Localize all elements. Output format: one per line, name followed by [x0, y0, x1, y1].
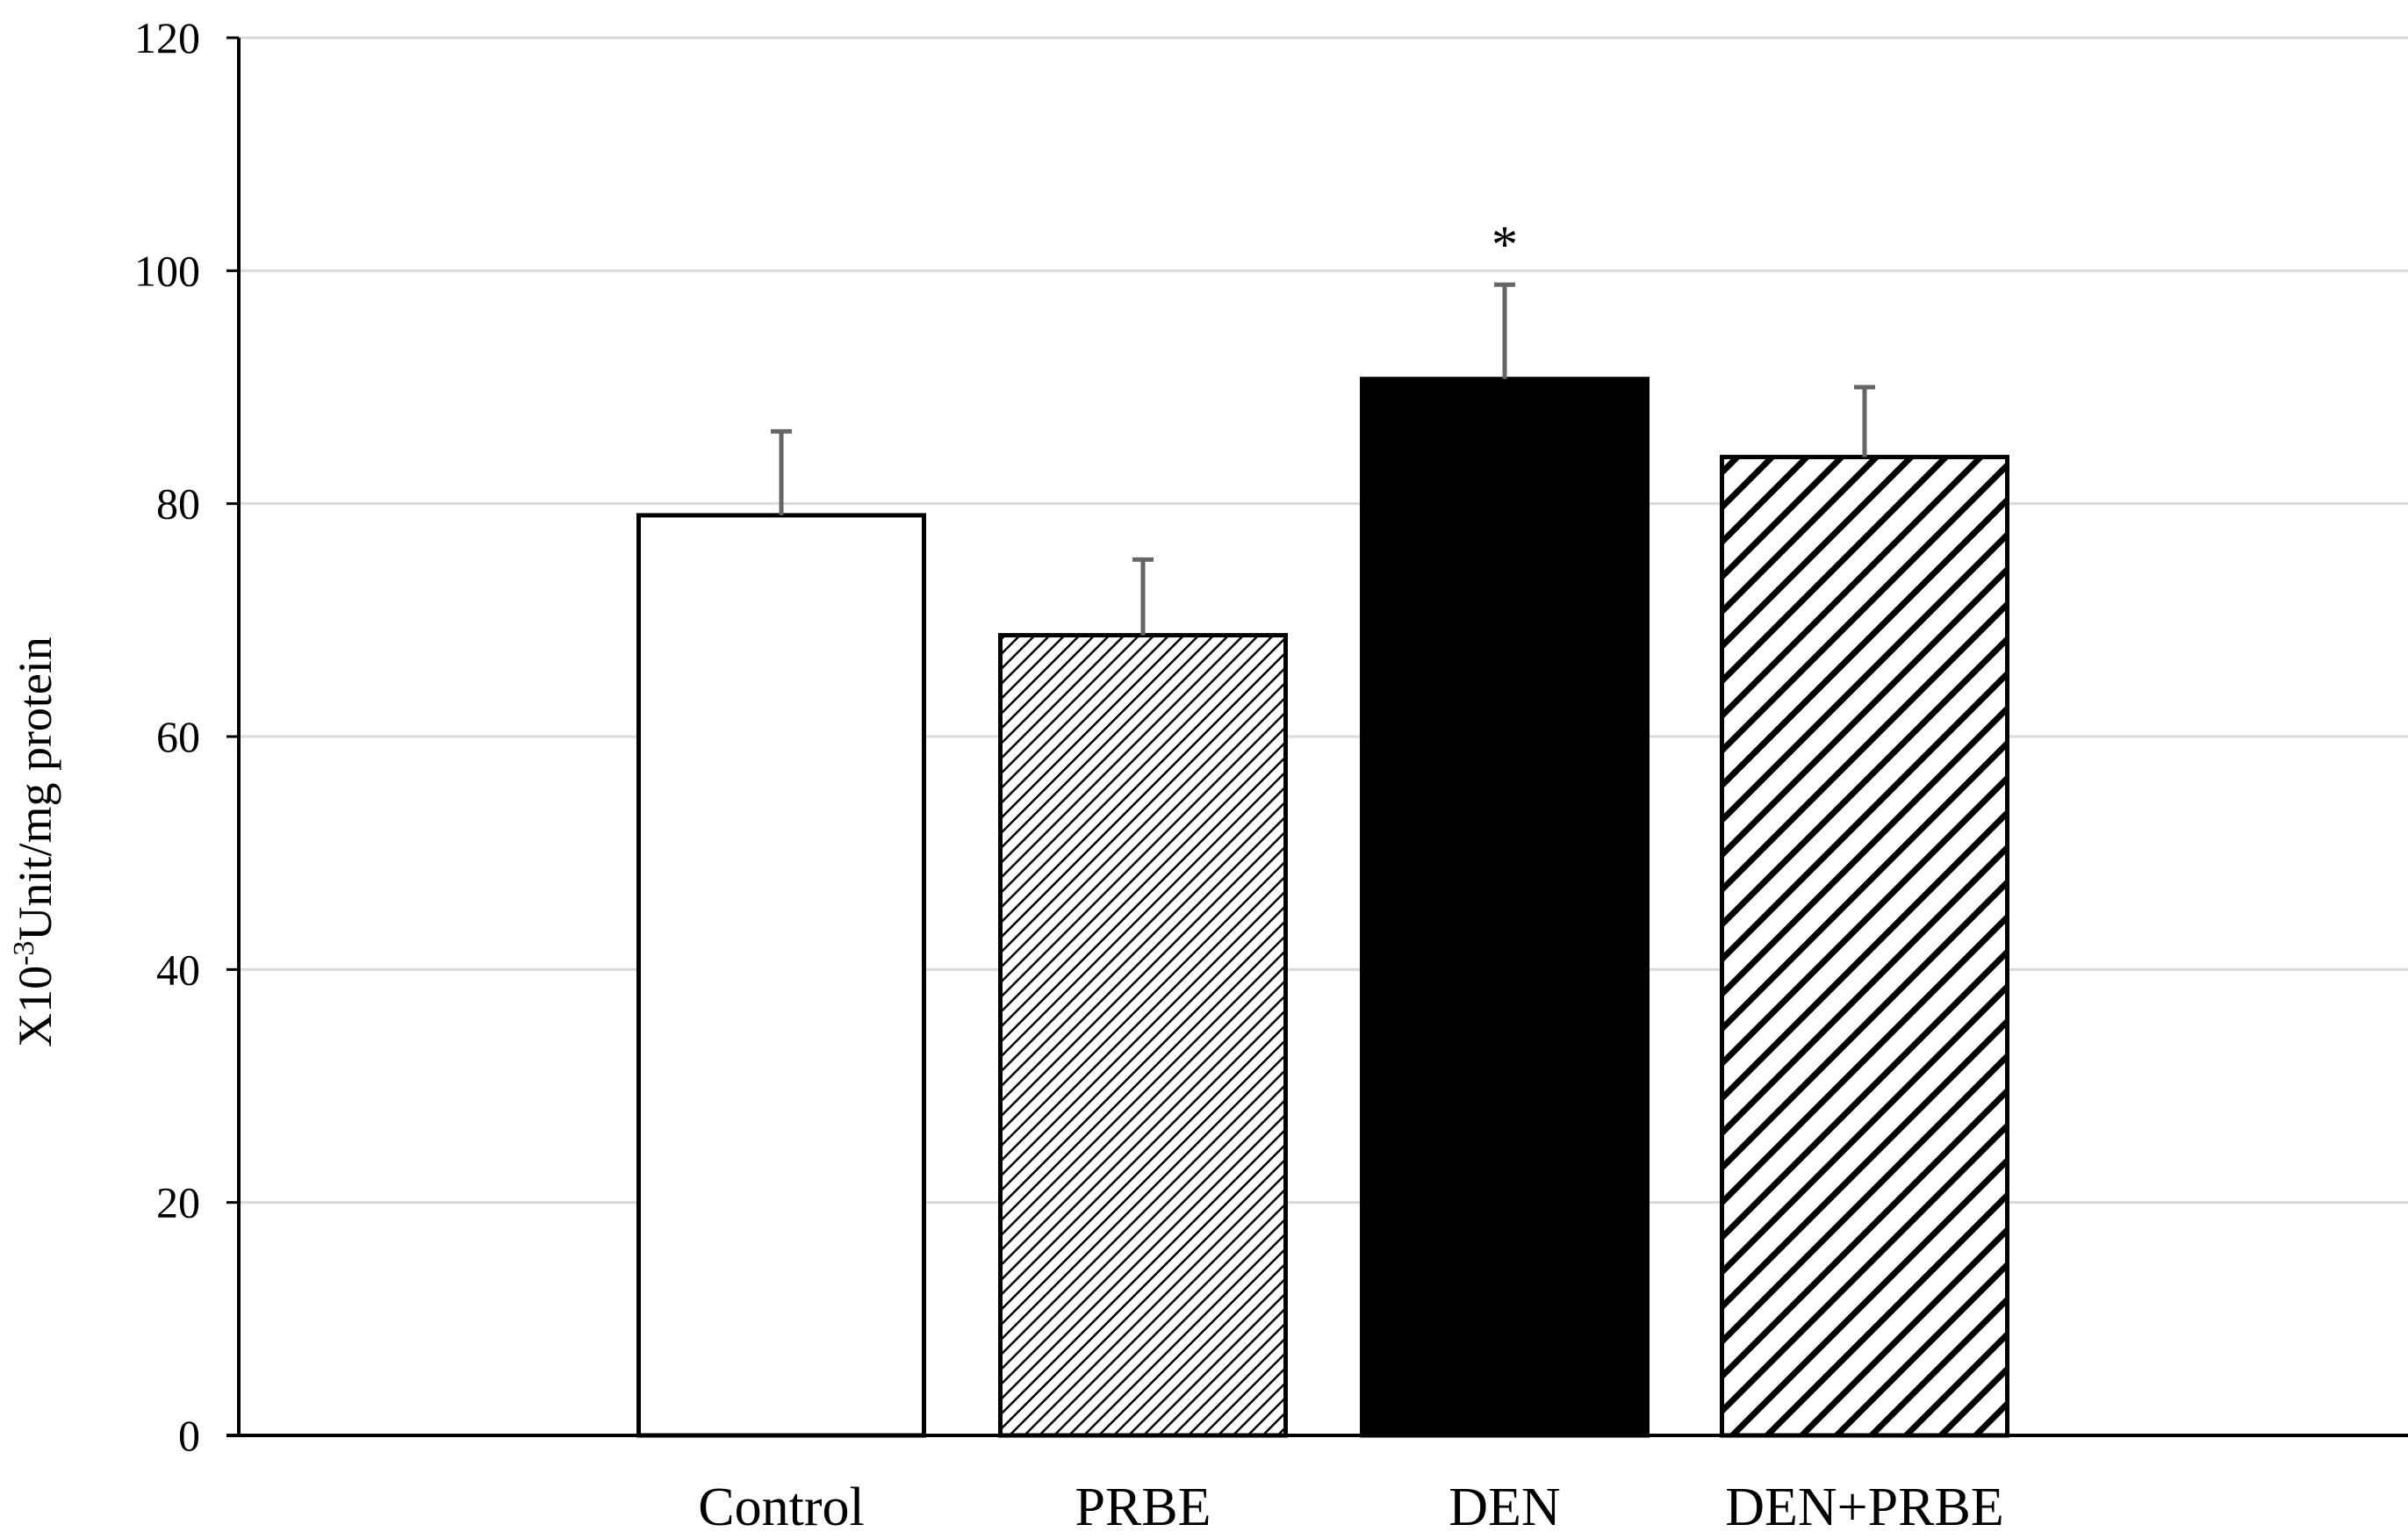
y-axis-label: X10-3Unit/mg protein — [8, 636, 61, 1047]
y-tick-label-120: 120 — [134, 13, 200, 62]
annotations: * — [1492, 215, 1518, 273]
y-tick-labels: 0 20 40 60 80 100 120 — [134, 13, 200, 1460]
error-bars — [771, 282, 1875, 636]
significance-marker-den: * — [1492, 215, 1518, 273]
y-tick-label-80: 80 — [156, 479, 200, 529]
category-label-den-prbe: DEN+PRBE — [1725, 1478, 2003, 1537]
y-axis-label-exponent: -3 — [8, 941, 40, 966]
category-label-den: DEN — [1448, 1478, 1560, 1537]
bar-den-prbe — [1720, 455, 2009, 1438]
category-labels: Control PRBE DEN DEN+PRBE — [698, 1478, 2003, 1537]
bars — [636, 377, 2009, 1438]
y-axis-label-unit: Unit/mg protein — [9, 636, 61, 940]
bar-prbe — [998, 633, 1288, 1438]
y-tick-label-100: 100 — [134, 246, 200, 295]
axes — [226, 36, 2408, 1437]
category-label-control: Control — [698, 1478, 864, 1537]
category-label-prbe: PRBE — [1075, 1478, 1211, 1537]
bar-den — [1360, 377, 1650, 1438]
y-tick-label-60: 60 — [156, 712, 200, 761]
grid-lines — [239, 36, 2408, 1205]
y-axis-label-prefix: X10 — [9, 966, 61, 1047]
bar-control — [636, 513, 926, 1438]
y-tick-label-20: 20 — [156, 1178, 200, 1227]
y-tick-label-40: 40 — [156, 945, 200, 994]
y-tick-label-0: 0 — [178, 1411, 200, 1460]
